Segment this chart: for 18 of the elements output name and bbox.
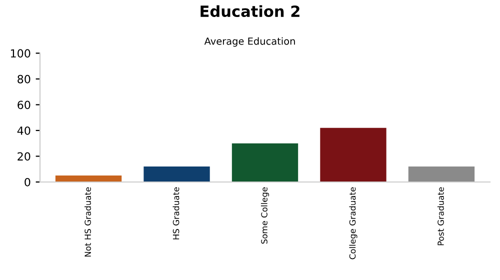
x-tick-label: Not HS Graduate: [84, 187, 91, 257]
y-tick-label: 0: [24, 178, 30, 186]
chart-subtitle: Average Education: [204, 37, 295, 47]
y-tick-label: 20: [18, 152, 30, 161]
bar: [232, 143, 298, 182]
bar: [144, 166, 210, 182]
bar: [320, 128, 386, 182]
y-tick-label: 100: [10, 49, 30, 58]
x-tick-label: Post Graduate: [437, 187, 444, 246]
chart-title: Education 2: [200, 5, 300, 18]
y-tick-label: 40: [17, 126, 30, 135]
y-tick-label: 80: [18, 74, 30, 84]
bar: [408, 166, 475, 182]
x-tick-label: Some College: [260, 187, 270, 244]
x-tick-label: College Graduate: [349, 187, 358, 260]
y-tick-label: 60: [18, 100, 30, 110]
bar: [55, 176, 122, 182]
x-tick-label: HS Graduate: [172, 187, 180, 240]
